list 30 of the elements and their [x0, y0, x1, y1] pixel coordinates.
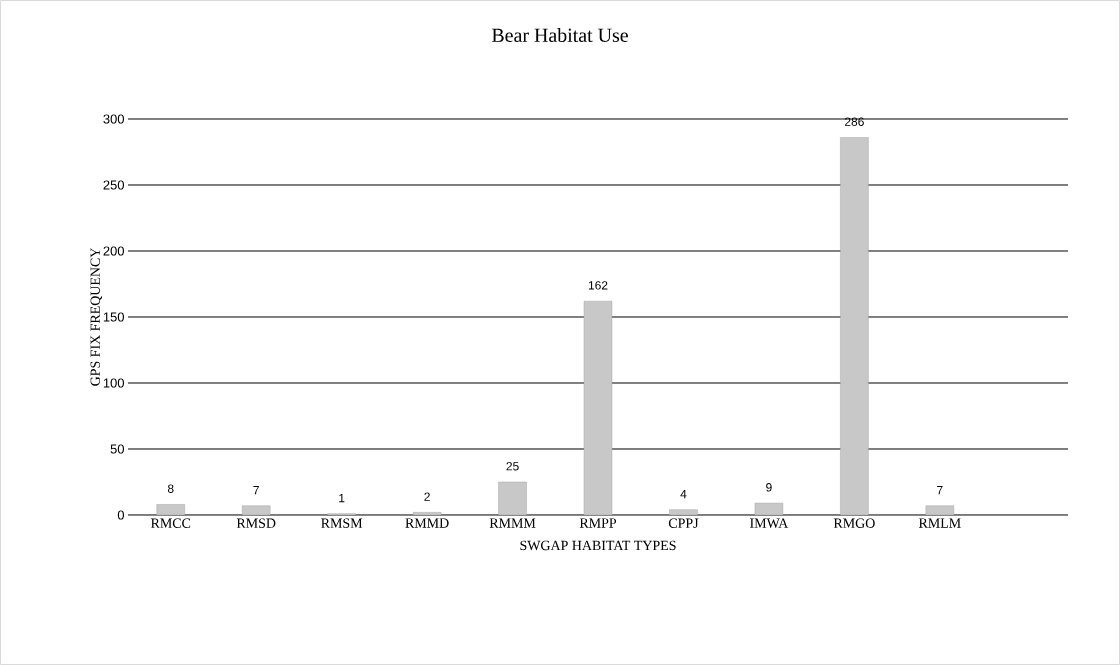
- x-tick-label: RMLM: [918, 518, 961, 528]
- x-tick-label: RMPP: [579, 518, 617, 528]
- y-tick-label: 250: [103, 180, 124, 190]
- data-label: 286: [845, 117, 864, 126]
- x-tick-label: RMMD: [405, 518, 449, 528]
- x-tick-label: RMSM: [321, 518, 363, 528]
- y-tick-label: 50: [110, 444, 124, 454]
- x-tick-label: IMWA: [750, 518, 789, 528]
- data-label: 7: [937, 486, 943, 495]
- data-label: 9: [766, 483, 772, 492]
- y-tick-label: 100: [103, 378, 124, 388]
- y-tick-label: 150: [103, 312, 124, 322]
- data-label: 162: [588, 281, 608, 290]
- y-tick-label: 0: [117, 510, 124, 520]
- y-axis-title: GPS FIX FREQUENCY: [90, 247, 103, 386]
- data-label: 2: [424, 492, 430, 501]
- x-tick-label: RMCC: [150, 518, 191, 528]
- data-label: 4: [680, 489, 687, 499]
- x-tick-label: CPPJ: [668, 518, 699, 528]
- x-tick-label: RMMM: [489, 518, 536, 528]
- data-label: 7: [253, 486, 259, 495]
- x-tick-label: RMGO: [833, 518, 875, 528]
- data-label: 25: [506, 462, 519, 471]
- chart-title: Bear Habitat Use: [491, 27, 628, 42]
- x-axis-title: SWGAP HABITAT TYPES: [520, 540, 676, 551]
- y-tick-label: 300: [103, 114, 124, 124]
- data-label: 1: [339, 493, 345, 503]
- y-tick-label: 200: [103, 246, 124, 256]
- x-tick-label: RMSD: [236, 518, 276, 528]
- data-label: 8: [167, 484, 174, 493]
